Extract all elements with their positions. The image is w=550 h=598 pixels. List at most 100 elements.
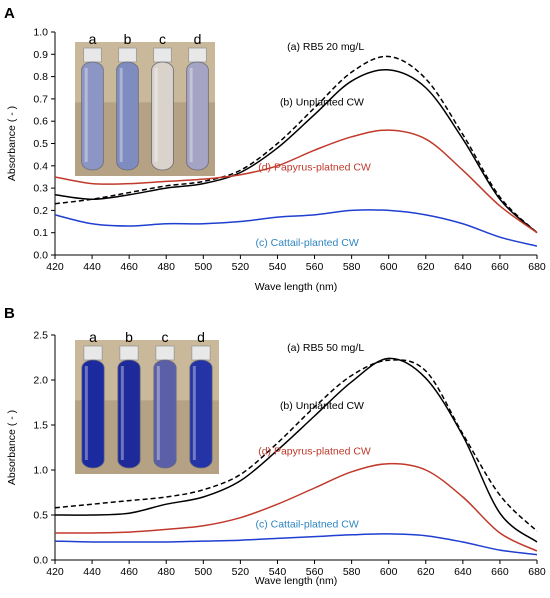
- y-tick-label: 0.0: [33, 250, 48, 262]
- tube-cap: [118, 47, 137, 63]
- y-tick-label: 0.3: [33, 183, 48, 195]
- x-tick-label: 580: [343, 261, 361, 273]
- tube-cap: [83, 345, 103, 361]
- x-tick-label: 420: [46, 261, 64, 273]
- tube-highlight: [119, 68, 123, 162]
- test-tube: [151, 61, 174, 171]
- x-tick-label: 540: [269, 261, 287, 273]
- x-tick-label: 440: [83, 261, 101, 273]
- panel-label: B: [4, 305, 15, 322]
- series-label: (b) Unplanted CW: [280, 97, 364, 109]
- series-line: [54, 55, 538, 234]
- x-tick-label: 520: [232, 566, 250, 578]
- tube-highlight: [120, 366, 124, 460]
- test-tube: [81, 359, 105, 469]
- x-tick-label: 600: [380, 261, 398, 273]
- y-tick-label: 1.0: [33, 465, 48, 477]
- series-label: (c) Cattail-planted CW: [255, 237, 358, 249]
- x-tick-label: 480: [157, 566, 175, 578]
- x-tick-label: 680: [528, 261, 546, 273]
- x-tick-label: 420: [46, 566, 64, 578]
- y-tick-label: 0.4: [33, 160, 48, 172]
- series-line: [54, 359, 538, 532]
- y-tick-label: 0.5: [33, 510, 48, 522]
- tube-cap: [155, 345, 175, 361]
- test-tube: [117, 359, 141, 469]
- series-label: (a) RB5 20 mg/L: [287, 41, 364, 53]
- test-tube: [81, 61, 104, 171]
- tube-label: a: [89, 31, 97, 47]
- y-tick-label: 2.5: [33, 330, 48, 342]
- x-tick-label: 580: [343, 566, 361, 578]
- tube-highlight: [192, 366, 196, 460]
- series-label: (d) Papyrus-platned CW: [258, 446, 371, 458]
- test-tube: [116, 61, 139, 171]
- test-tube: [186, 61, 209, 171]
- x-tick-label: 480: [157, 261, 175, 273]
- y-tick-label: 0.0: [33, 555, 48, 567]
- series-line: [54, 357, 538, 543]
- x-axis-label: Wave length (nm): [255, 575, 337, 587]
- test-tube: [153, 359, 177, 469]
- panel-label: A: [4, 5, 15, 22]
- tube-label: b: [124, 31, 132, 47]
- panel-b: B 420 440 460 480 500 520 540 560 580 600 620 640 660…: [4, 305, 546, 587]
- tube-cap: [153, 47, 172, 63]
- x-tick-label: 620: [417, 261, 435, 273]
- x-tick-label: 620: [417, 566, 435, 578]
- series-label: (d) Papyrus-platned CW: [258, 161, 371, 173]
- x-tick-label: 660: [491, 261, 509, 273]
- tube-highlight: [84, 366, 88, 460]
- series-label: (a) RB5 50 mg/L: [287, 342, 364, 354]
- tube-label: c: [162, 329, 169, 345]
- y-tick-label: 0.8: [33, 71, 48, 83]
- y-axis-label: Absorbance ( - ): [6, 410, 18, 485]
- test-tube: [189, 359, 213, 469]
- tube-label: a: [89, 329, 97, 345]
- series-label: (b) Unplanted CW: [280, 400, 364, 412]
- tube-label: c: [159, 31, 166, 47]
- y-tick-label: 1.0: [33, 27, 48, 39]
- tube-highlight: [84, 68, 88, 162]
- series-line: [54, 129, 538, 234]
- x-tick-label: 640: [454, 566, 472, 578]
- y-tick-label: 0.1: [33, 227, 48, 239]
- panel-a: A 420 440 460 480 500 520 540 560 580 600 620 640 660…: [4, 5, 546, 293]
- tube-cap: [83, 47, 102, 63]
- y-tick-label: 0.2: [33, 205, 48, 217]
- x-tick-label: 560: [306, 566, 324, 578]
- tube-cap: [191, 345, 211, 361]
- x-tick-label: 680: [528, 566, 546, 578]
- series-line: [54, 209, 538, 247]
- y-tick-label: 0.7: [33, 93, 48, 105]
- tube-label: d: [197, 329, 205, 345]
- y-tick-label: 1.5: [33, 420, 48, 432]
- x-tick-label: 460: [120, 261, 138, 273]
- y-tick-label: 0.9: [33, 49, 48, 61]
- tube-label: b: [125, 329, 133, 345]
- series-line: [54, 533, 538, 556]
- series-label: (c) Cattail-platned CW: [255, 519, 358, 531]
- y-axis-label: Absorbance ( - ): [6, 106, 18, 181]
- x-tick-label: 460: [120, 566, 138, 578]
- tube-cap: [188, 47, 207, 63]
- y-tick-label: 2.0: [33, 375, 48, 387]
- tube-cap: [119, 345, 139, 361]
- tube-label: d: [194, 31, 202, 47]
- x-tick-label: 660: [491, 566, 509, 578]
- x-tick-label: 520: [232, 261, 250, 273]
- x-tick-label: 560: [306, 261, 324, 273]
- y-tick-label: 0.6: [33, 116, 48, 128]
- x-tick-label: 500: [195, 566, 213, 578]
- tube-highlight: [189, 68, 193, 162]
- x-axis-label: Wave length (nm): [255, 281, 337, 293]
- tube-highlight: [156, 366, 160, 460]
- x-tick-label: 600: [380, 566, 398, 578]
- series-line: [54, 69, 538, 234]
- x-tick-label: 440: [83, 566, 101, 578]
- x-tick-label: 640: [454, 261, 472, 273]
- series-line: [54, 462, 538, 552]
- y-tick-label: 0.5: [33, 138, 48, 150]
- x-tick-label: 500: [195, 261, 213, 273]
